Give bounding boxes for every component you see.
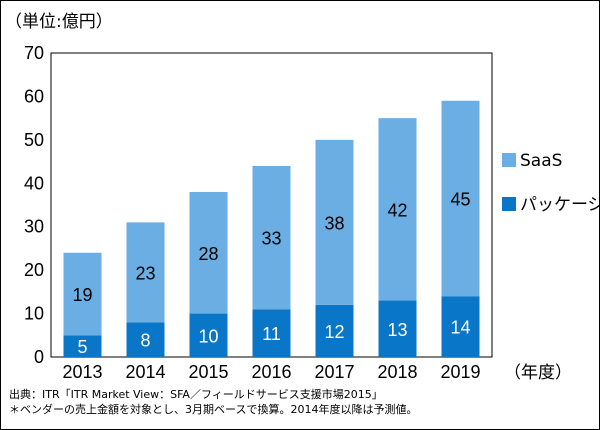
- y-axis-tick-labels: 0 10 20 30 40 50 60 70: [24, 43, 44, 367]
- unit-label: （単位:億円）: [5, 12, 113, 32]
- x-tick-label: 2019: [440, 362, 480, 382]
- y-tick-label: 10: [24, 304, 44, 324]
- data-label: 33: [261, 229, 281, 249]
- x-axis-suffix: （年度）: [504, 363, 572, 383]
- source-note: 出典：ITR「ITR Market View：SFA／フィールドサービス支援市場…: [9, 388, 383, 401]
- legend-swatch: [502, 153, 516, 167]
- footnote: ＊ベンダーの売上金額を対象とし、3月期ベースで換算。2014年度以降は予測値。: [9, 403, 418, 416]
- data-label: 42: [387, 200, 407, 220]
- legend: SaaS パッケージ: [502, 151, 599, 215]
- x-tick-label: 2013: [62, 362, 102, 382]
- bar-segment-package: [252, 309, 291, 357]
- legend-label: パッケージ: [520, 195, 599, 215]
- x-tick-label: 2015: [188, 362, 228, 382]
- x-tick-label: 2016: [251, 362, 291, 382]
- bar-segment-package: [441, 296, 480, 357]
- y-tick-label: 0: [34, 347, 44, 367]
- data-label: 45: [450, 189, 470, 209]
- data-label: 38: [324, 213, 344, 233]
- y-tick-label: 40: [24, 173, 44, 193]
- data-label: 28: [198, 244, 218, 264]
- data-label: 12: [324, 322, 344, 342]
- bar-segment-saas: [378, 118, 417, 301]
- bar-segment-package: [378, 300, 417, 357]
- y-tick-label: 60: [24, 86, 44, 106]
- x-tick-label: 2017: [314, 362, 354, 382]
- y-tick-label: 20: [24, 260, 44, 280]
- data-label: 5: [77, 337, 87, 357]
- data-label: 11: [262, 324, 281, 344]
- bar-segment-saas: [441, 100, 480, 297]
- bar-segment-saas: [126, 222, 165, 323]
- data-label: 13: [387, 320, 407, 340]
- data-label: 19: [72, 285, 92, 305]
- bar-segment-package: [126, 322, 165, 357]
- bar-segment-saas: [315, 139, 354, 305]
- bar-segment-saas: [63, 252, 102, 336]
- bar-segment-package: [189, 313, 228, 357]
- y-tick-label: 30: [24, 217, 44, 237]
- x-axis-tick-labels: 2013 2014 2015 2016 2017 2018 2019: [62, 362, 480, 382]
- bar-segment-saas: [189, 191, 228, 314]
- y-tick-label: 50: [24, 130, 44, 150]
- bar-segment-saas: [252, 165, 291, 310]
- legend-swatch: [502, 197, 516, 211]
- x-tick-label: 2014: [125, 362, 165, 382]
- y-tick-label: 70: [24, 43, 44, 63]
- data-label: 8: [140, 331, 150, 351]
- bars: 5 19 8 23 10 28 11 33 12 38 13 42 14 45: [63, 100, 480, 357]
- x-tick-label: 2018: [377, 362, 417, 382]
- bar-segment-package: [315, 304, 354, 357]
- bar-segment-package: [63, 335, 102, 357]
- data-label: 23: [135, 263, 155, 283]
- data-label: 14: [450, 318, 470, 338]
- legend-label: SaaS: [520, 151, 562, 171]
- data-label: 10: [198, 326, 218, 346]
